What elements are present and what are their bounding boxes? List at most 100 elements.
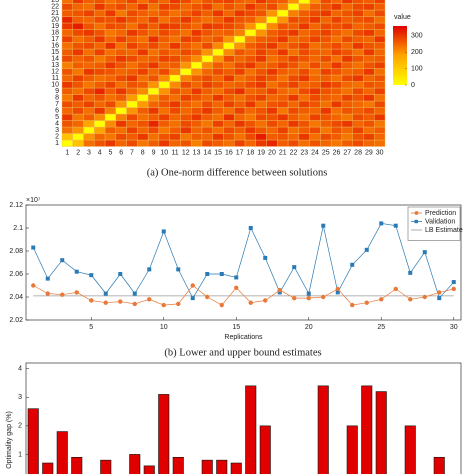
heat-cell bbox=[104, 100, 117, 108]
heat-cell bbox=[277, 107, 289, 115]
heat-cell bbox=[223, 126, 235, 134]
point bbox=[234, 275, 239, 280]
heat-cell bbox=[234, 55, 246, 63]
heat-cell bbox=[374, 139, 386, 147]
heat-cell bbox=[266, 126, 278, 134]
heat-cell bbox=[94, 87, 106, 95]
x-tick-label: 30 bbox=[376, 149, 384, 156]
heat-cell bbox=[104, 22, 117, 30]
heat-cell bbox=[287, 35, 300, 43]
point bbox=[393, 223, 398, 228]
x-tick-label: 25 bbox=[377, 324, 385, 331]
heat-cell bbox=[277, 126, 289, 134]
heat-cell bbox=[363, 94, 375, 102]
heat-cell bbox=[115, 120, 127, 128]
heat-cell bbox=[137, 35, 149, 43]
heat-cell bbox=[320, 42, 332, 50]
point bbox=[103, 291, 108, 296]
point bbox=[451, 286, 456, 292]
heat-cell bbox=[320, 100, 332, 108]
heat-cell bbox=[212, 107, 224, 115]
heat-cell bbox=[223, 94, 235, 102]
heat-cell bbox=[137, 100, 149, 108]
heat-cell bbox=[298, 42, 310, 50]
heat-cell bbox=[83, 9, 95, 17]
heat-cell bbox=[126, 48, 138, 56]
heat-cell bbox=[72, 9, 84, 17]
y-tick-label: 9 bbox=[55, 88, 59, 95]
heat-cell bbox=[320, 29, 332, 37]
heat-cell bbox=[352, 126, 364, 134]
heat-cell bbox=[104, 133, 117, 141]
point bbox=[103, 300, 108, 305]
heat-cell bbox=[330, 61, 343, 69]
x-tick-label: 8 bbox=[141, 149, 145, 156]
heat-cell bbox=[330, 29, 343, 37]
heat-cell bbox=[180, 81, 192, 89]
heat-cell bbox=[352, 29, 364, 37]
heat-cell bbox=[363, 61, 375, 69]
x-tick-label: 3 bbox=[87, 149, 91, 156]
heat-cell bbox=[277, 74, 289, 82]
point bbox=[31, 245, 36, 250]
heat-cell bbox=[72, 22, 84, 30]
heat-cell bbox=[190, 68, 203, 76]
heat-cell bbox=[126, 35, 138, 43]
heat-cell bbox=[298, 139, 310, 147]
point bbox=[118, 272, 123, 276]
heat-cell bbox=[244, 100, 257, 108]
heat-cell bbox=[298, 29, 310, 37]
y-scale-label: ×10⁷ bbox=[26, 197, 41, 204]
heat-cell bbox=[72, 113, 84, 121]
heat-cell bbox=[169, 9, 181, 17]
heat-cell bbox=[298, 126, 310, 134]
heat-cell bbox=[158, 0, 170, 4]
x-tick-label: 27 bbox=[343, 149, 351, 156]
y-tick-label: 4 bbox=[18, 366, 22, 373]
heat-cell bbox=[341, 3, 353, 11]
x-tick-label: 7 bbox=[130, 149, 134, 156]
heat-cell bbox=[169, 29, 181, 37]
heat-cell bbox=[212, 87, 224, 95]
heat-cell bbox=[298, 113, 310, 121]
heat-cell bbox=[61, 81, 73, 89]
heat-cell bbox=[352, 74, 364, 82]
heat-cell bbox=[244, 94, 257, 102]
heat-cell bbox=[363, 81, 375, 89]
heat-cell bbox=[83, 16, 95, 24]
heat-cell bbox=[309, 55, 321, 63]
heat-cell bbox=[277, 55, 289, 63]
heat-cell bbox=[309, 48, 321, 56]
heat-cell bbox=[104, 3, 117, 11]
heat-cell bbox=[298, 55, 310, 63]
x-tick-label: 30 bbox=[450, 324, 458, 331]
heat-cell bbox=[115, 139, 127, 147]
heat-cell bbox=[352, 55, 364, 63]
heat-cell bbox=[115, 0, 127, 4]
point bbox=[393, 286, 398, 292]
heat-cell bbox=[266, 55, 278, 63]
heat-cell bbox=[126, 22, 138, 30]
heat-cell bbox=[137, 68, 149, 76]
heat-cell bbox=[212, 16, 224, 24]
heat-cell bbox=[374, 74, 386, 82]
heat-cell bbox=[363, 3, 375, 11]
heat-cell bbox=[94, 48, 106, 56]
heat-cell bbox=[244, 107, 257, 115]
heat-cell bbox=[180, 35, 192, 43]
point bbox=[277, 287, 282, 293]
x-tick-label: 23 bbox=[300, 149, 308, 156]
heat-cell bbox=[320, 94, 332, 102]
heat-cell bbox=[255, 61, 267, 69]
heat-cell bbox=[180, 94, 192, 102]
heat-cell bbox=[169, 0, 181, 4]
heat-cell bbox=[244, 55, 257, 63]
heat-cell bbox=[255, 16, 267, 24]
heat-cell bbox=[330, 107, 343, 115]
heat-cell bbox=[180, 107, 192, 115]
heat-cell bbox=[212, 48, 224, 56]
heat-cell bbox=[363, 107, 375, 115]
heat-cell bbox=[126, 81, 138, 89]
heat-cell bbox=[115, 29, 127, 37]
